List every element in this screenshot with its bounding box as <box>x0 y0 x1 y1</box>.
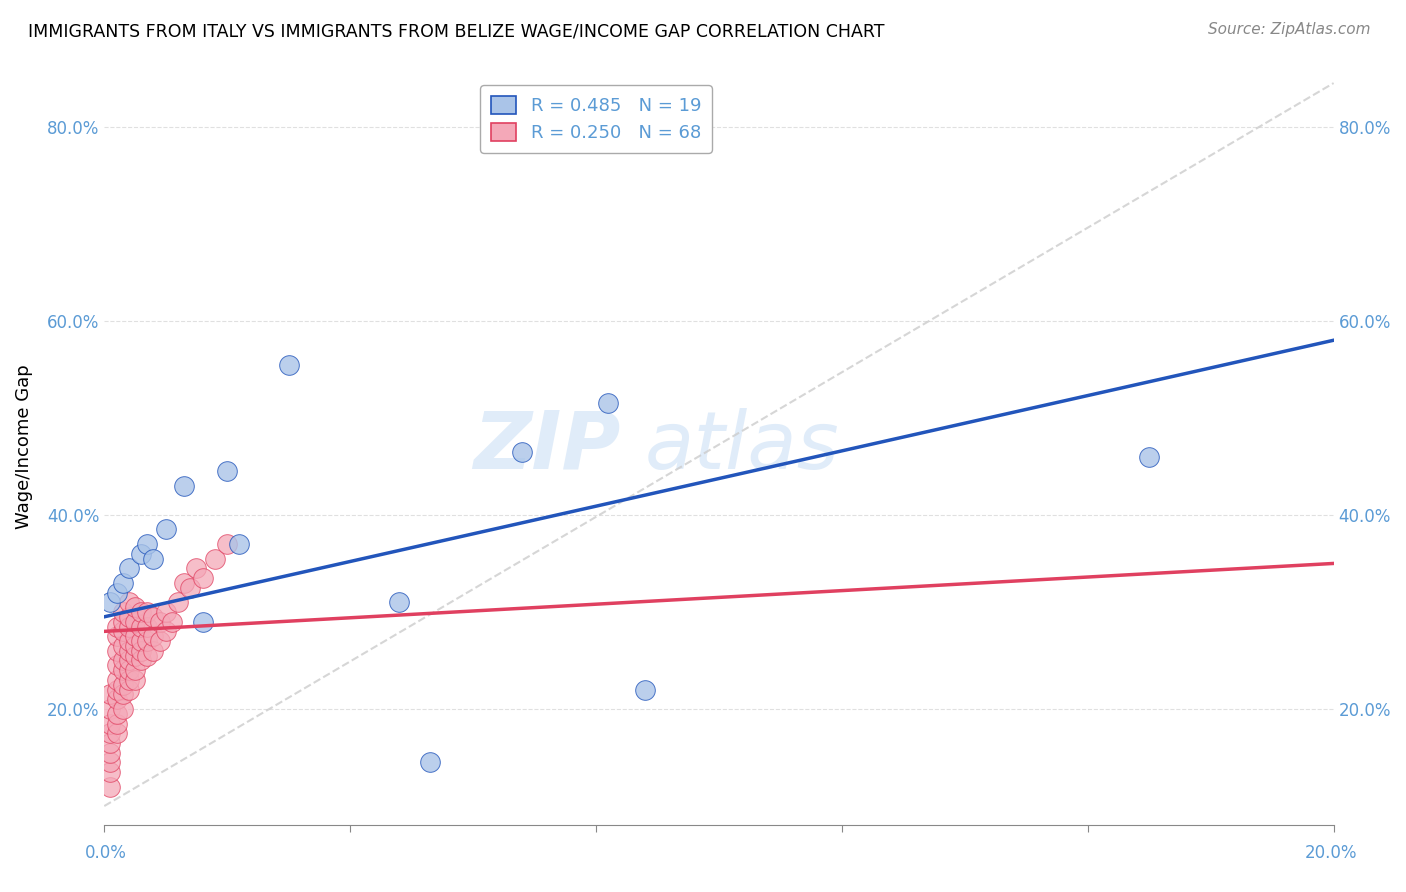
Point <box>129 653 152 667</box>
Point <box>118 595 141 609</box>
Point <box>136 634 159 648</box>
Point <box>129 634 152 648</box>
Point <box>173 575 195 590</box>
Point <box>142 551 165 566</box>
Point <box>105 726 128 740</box>
Point <box>148 615 170 629</box>
Point <box>124 673 146 687</box>
Point <box>105 716 128 731</box>
Point <box>136 619 159 633</box>
Point <box>118 663 141 677</box>
Point <box>118 644 141 658</box>
Y-axis label: Wage/Income Gap: Wage/Income Gap <box>15 365 32 529</box>
Point <box>118 653 141 667</box>
Point <box>105 585 128 599</box>
Point <box>111 702 134 716</box>
Point <box>100 756 122 770</box>
Point <box>277 358 299 372</box>
Point <box>155 624 177 639</box>
Text: ZIP: ZIP <box>474 408 620 486</box>
Point <box>105 673 128 687</box>
Point <box>148 634 170 648</box>
Point <box>111 678 134 692</box>
Point <box>105 692 128 706</box>
Point <box>129 605 152 619</box>
Point <box>105 619 128 633</box>
Point <box>419 756 441 770</box>
Point <box>124 629 146 643</box>
Point <box>105 658 128 673</box>
Point <box>204 551 226 566</box>
Point <box>142 644 165 658</box>
Point <box>217 537 239 551</box>
Point <box>118 561 141 575</box>
Point <box>124 615 146 629</box>
Point <box>105 629 128 643</box>
Point <box>124 648 146 663</box>
Point <box>111 688 134 702</box>
Text: atlas: atlas <box>645 408 839 486</box>
Point <box>111 575 134 590</box>
Point <box>173 479 195 493</box>
Legend: R = 0.485   N = 19, R = 0.250   N = 68: R = 0.485 N = 19, R = 0.250 N = 68 <box>479 85 711 153</box>
Point <box>129 547 152 561</box>
Point <box>118 673 141 687</box>
Point <box>100 688 122 702</box>
Point <box>100 716 122 731</box>
Point <box>186 561 208 575</box>
Point <box>191 615 214 629</box>
Point <box>217 464 239 478</box>
Point <box>155 605 177 619</box>
Point <box>136 648 159 663</box>
Point <box>105 644 128 658</box>
Point <box>111 605 134 619</box>
Point <box>136 605 159 619</box>
Point <box>160 615 183 629</box>
Point <box>1137 450 1160 464</box>
Point <box>105 682 128 697</box>
Point <box>167 595 190 609</box>
Point <box>118 682 141 697</box>
Point <box>100 765 122 780</box>
Point <box>129 619 152 633</box>
Point <box>179 581 201 595</box>
Point <box>111 663 134 677</box>
Point <box>634 682 657 697</box>
Point <box>191 571 214 585</box>
Point <box>111 639 134 653</box>
Text: Source: ZipAtlas.com: Source: ZipAtlas.com <box>1208 22 1371 37</box>
Point <box>100 595 122 609</box>
Point <box>118 634 141 648</box>
Text: 20.0%: 20.0% <box>1305 844 1358 862</box>
Point <box>155 523 177 537</box>
Point <box>124 600 146 615</box>
Point <box>142 629 165 643</box>
Point <box>124 663 146 677</box>
Point <box>100 746 122 760</box>
Point <box>100 726 122 740</box>
Point <box>111 653 134 667</box>
Point <box>510 445 533 459</box>
Text: IMMIGRANTS FROM ITALY VS IMMIGRANTS FROM BELIZE WAGE/INCOME GAP CORRELATION CHAR: IMMIGRANTS FROM ITALY VS IMMIGRANTS FROM… <box>28 22 884 40</box>
Point <box>118 609 141 624</box>
Point <box>111 615 134 629</box>
Point <box>142 609 165 624</box>
Point <box>111 624 134 639</box>
Point <box>388 595 411 609</box>
Point <box>129 644 152 658</box>
Point <box>100 736 122 750</box>
Point <box>105 706 128 721</box>
Point <box>598 396 620 410</box>
Point <box>118 619 141 633</box>
Point <box>228 537 250 551</box>
Point <box>124 639 146 653</box>
Point <box>100 702 122 716</box>
Point <box>100 780 122 794</box>
Text: 0.0%: 0.0% <box>84 844 127 862</box>
Point <box>136 537 159 551</box>
